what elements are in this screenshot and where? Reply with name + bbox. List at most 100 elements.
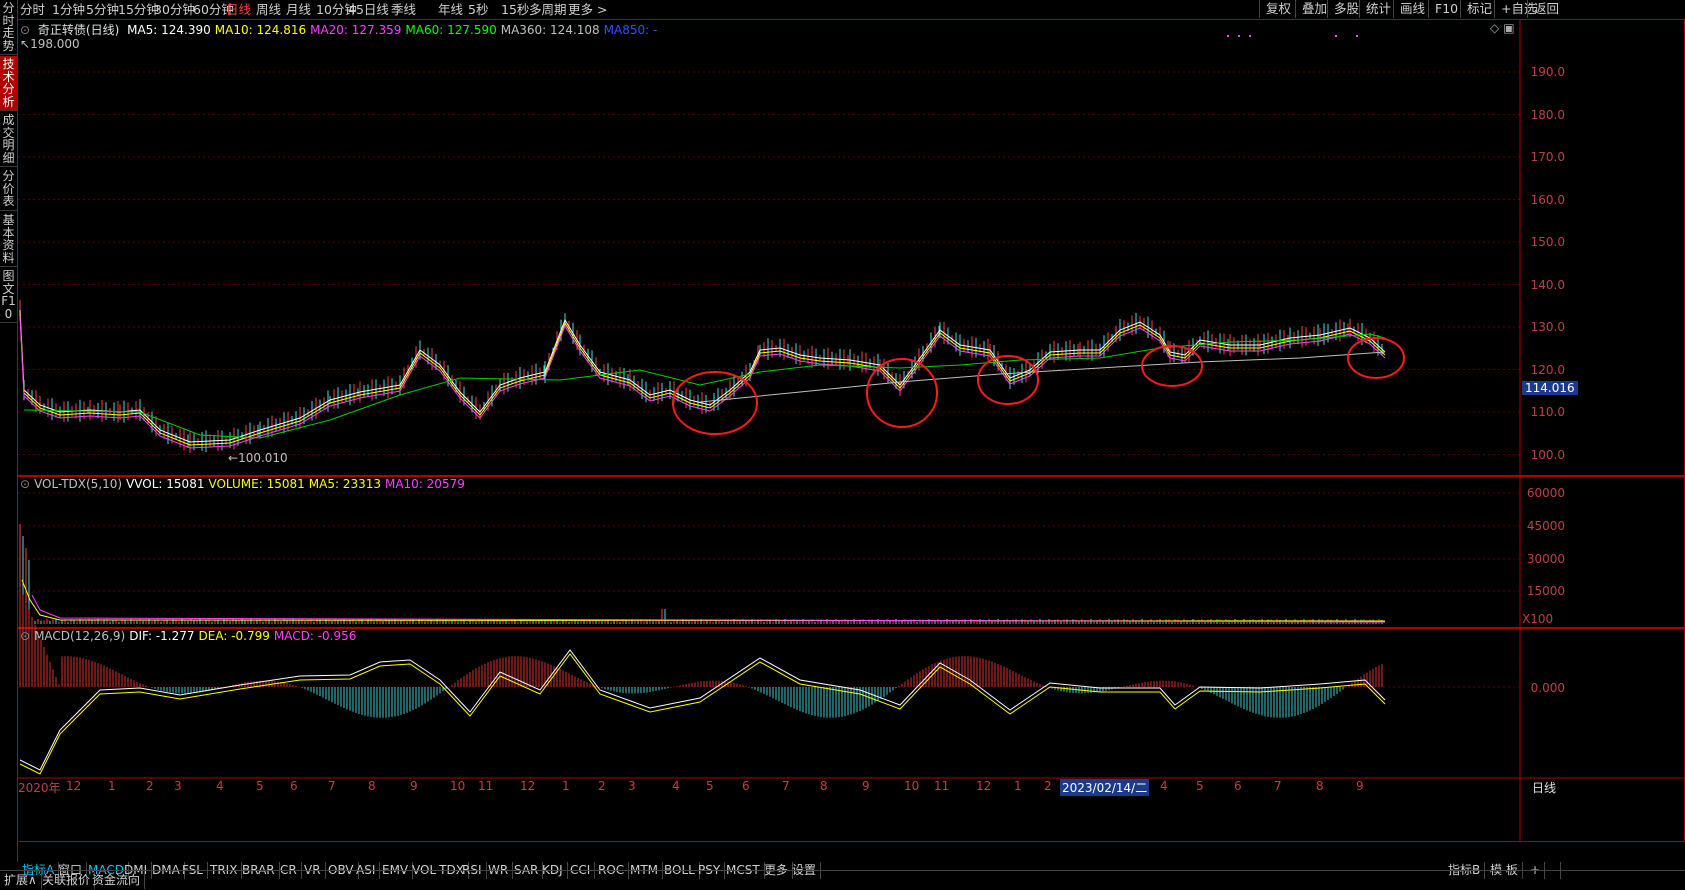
macd-legend-0: MACD(12,26,9) [34, 629, 126, 643]
annotation-circle [672, 371, 758, 435]
ma-legend-4: MA360: 124.108 [500, 23, 600, 37]
vol-ma10-line [31, 594, 1386, 623]
timeframe-1[interactable]: 1分钟 [52, 2, 85, 17]
ma-legend-2: MA20: 127.359 [310, 23, 402, 37]
timeframe-16[interactable]: 更多 > [568, 2, 608, 17]
toolbar-button-6[interactable]: 标记 [1460, 0, 1498, 18]
collapse-icon[interactable]: ⊙ [20, 629, 31, 643]
x-tick: 8 [820, 779, 828, 793]
maximize-icon[interactable]: ▣ [1503, 21, 1515, 35]
bottom-button-1[interactable]: 关联报价 [38, 872, 96, 889]
x-tick: 6 [290, 779, 298, 793]
collapse-icon[interactable]: ⊙ [20, 477, 31, 491]
x-tick: 12 [66, 779, 82, 793]
main-y-tick: 110.0 [1530, 405, 1565, 419]
bottom-button-0[interactable]: 扩展∧ [0, 872, 42, 889]
vol-y-tick: 30000 [1526, 552, 1565, 566]
toolbar-button-2[interactable]: 多股 [1327, 0, 1365, 18]
left-tab-4[interactable]: 基本资料 [0, 212, 17, 267]
x-tick: 5 [706, 779, 714, 793]
timeframe-0[interactable]: 分时 [20, 2, 46, 17]
timeframe-11[interactable]: 季线 [391, 2, 417, 17]
toolbar-button-0[interactable]: 复权 [1259, 0, 1297, 18]
x-tick: 9 [1356, 779, 1364, 793]
x-tick: 10 [904, 779, 920, 793]
x-tick: 1 [108, 779, 116, 793]
ma60-line [23, 333, 1386, 439]
last-price-tag: 114.016 [1522, 381, 1578, 395]
x-tick: 7 [1274, 779, 1282, 793]
toolbar-button-4[interactable]: 画线 [1393, 0, 1431, 18]
diamond-icon[interactable]: ◇ [1490, 21, 1500, 35]
x-tick: 12 [976, 779, 992, 793]
timeframe-10[interactable]: 45日线 [348, 2, 389, 17]
timeframe-14[interactable]: 15秒 [501, 2, 530, 17]
macd-zero-tick: 0.000 [1530, 681, 1565, 695]
dea-line [19, 653, 1386, 775]
window-controls[interactable]: ◇ ▣ [1490, 21, 1519, 35]
vol-legend-4: MA10: 20579 [384, 477, 465, 491]
timeframe-8[interactable]: 月线 [286, 2, 312, 17]
annotation-circle [866, 358, 938, 428]
vol-legend-3: MA5: 23313 [308, 477, 381, 491]
left-tab-1[interactable]: 技术分析 [0, 56, 17, 111]
signal-dot [1227, 35, 1229, 37]
vol-y-tick: 60000 [1526, 486, 1565, 500]
left-tab-3[interactable]: 分价表 [0, 168, 17, 211]
left-tab-2[interactable]: 成交明细 [0, 112, 17, 167]
vol-legend-2: VOLUME: 15081 [208, 477, 305, 491]
timeframe-12[interactable]: 年线 [438, 2, 464, 17]
vol-ma5-line [21, 579, 1386, 622]
x-tick: 9 [862, 779, 870, 793]
vol-legend-1: VVOL: 15081 [126, 477, 205, 491]
toolbar-button-3[interactable]: 统计 [1359, 0, 1397, 18]
main-y-tick: 170.0 [1530, 150, 1565, 164]
main-legend: ⊙ 奇正转债(日线) MA5: 124.390 MA10: 124.816 MA20… [20, 21, 665, 38]
bottom-button-2[interactable]: 资金流向 [88, 872, 146, 889]
ma5-line [19, 309, 1386, 443]
annotation-circle [977, 355, 1039, 405]
main-y-tick: 180.0 [1530, 107, 1565, 122]
x-tick: 4 [216, 779, 224, 793]
main-y-tick: 190.0 [1530, 65, 1565, 79]
x-tick: 6 [1234, 779, 1242, 793]
timeframe-4[interactable]: 30分钟 [154, 2, 195, 17]
x-tick: 4 [672, 779, 680, 793]
ma10-line [19, 312, 1386, 446]
signal-dot [1335, 35, 1337, 37]
main-y-tick: 140.0 [1530, 277, 1565, 292]
ma-values: MA5: 124.390 MA10: 124.816 MA20: 127.359 MA… [127, 23, 661, 37]
ma-legend-3: MA60: 127.590 [405, 23, 497, 37]
high-label: 198.000 [30, 37, 80, 51]
low-label: 100.010 [238, 451, 288, 465]
vol-y-tick: 45000 [1526, 519, 1565, 533]
low-marker: ←100.010 [228, 451, 288, 465]
timeframe-13[interactable]: 5秒 [468, 2, 489, 17]
vol-y-tick: 15000 [1526, 584, 1565, 598]
main-y-tick: 150.0 [1530, 235, 1565, 249]
annotation-circle [1141, 345, 1203, 387]
collapse-icon[interactable]: ⊙ [20, 23, 31, 37]
left-tab-5[interactable]: 图文F10 [0, 268, 17, 323]
signal-dot [1356, 35, 1358, 37]
ma-legend-5: MA850: - [603, 23, 658, 37]
timeframe-15[interactable]: 多周期 [529, 2, 567, 17]
timeframe-5[interactable]: 60分钟 [193, 2, 234, 17]
left-tab-bar: 分时走势 技术分析 成交明细 分价表 基本资料 图文F10 [0, 0, 18, 862]
toolbar-button-8[interactable]: 返回 [1527, 0, 1565, 18]
chart-title: 奇正转债(日线) [37, 23, 120, 37]
x-tick: 5 [1196, 779, 1204, 793]
toolbar-button-5[interactable]: F10 [1428, 0, 1464, 18]
timeframe-9[interactable]: 10分钟 [316, 2, 357, 17]
timeframe-3[interactable]: 15分钟 [118, 2, 159, 17]
bottom-bar: 扩展∧ 关联报价 资金流向 [0, 870, 1685, 890]
timeframe-2[interactable]: 5分钟 [86, 2, 119, 17]
timeframe-7[interactable]: 周线 [256, 2, 282, 17]
left-tab-0[interactable]: 分时走势 [0, 0, 17, 55]
x-tick: 8 [1316, 779, 1324, 793]
x-tick: 2 [598, 779, 606, 793]
toolbar-button-1[interactable]: 叠加 [1295, 0, 1333, 18]
main-y-tick: 130.0 [1530, 320, 1565, 334]
timeframe-6[interactable]: 日线 [226, 2, 252, 17]
